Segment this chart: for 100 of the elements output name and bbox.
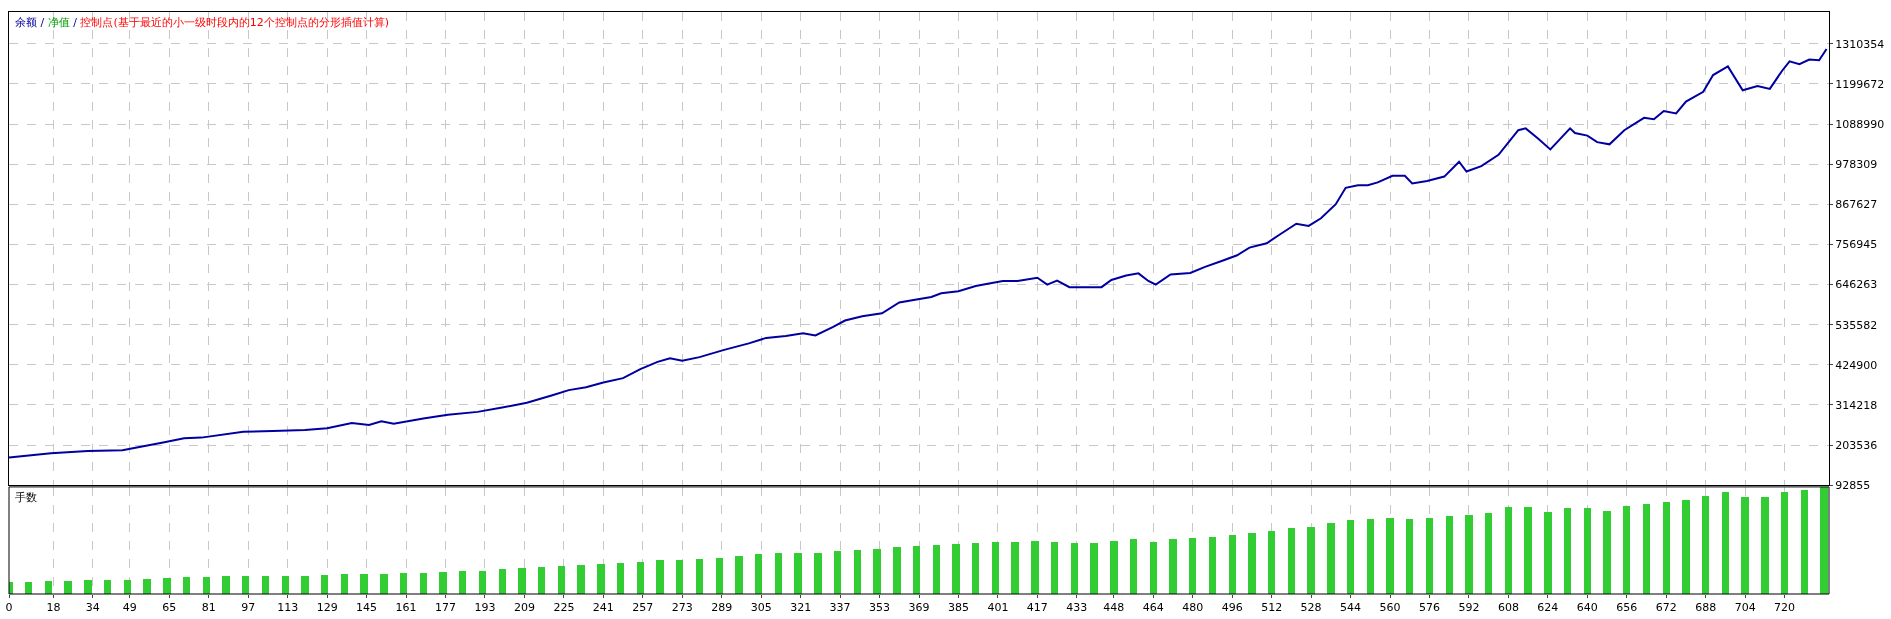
- bar: [143, 578, 151, 594]
- bar: [1544, 511, 1552, 594]
- bar: [1307, 526, 1315, 594]
- bar: [716, 557, 723, 594]
- bar: [1386, 517, 1394, 594]
- bar: [1090, 542, 1098, 594]
- bar: [242, 575, 249, 594]
- bar: [1268, 530, 1275, 594]
- y-tick-label: 646263: [1835, 278, 1878, 292]
- x-tick-label: 560: [1379, 601, 1401, 615]
- bar: [814, 552, 822, 594]
- x-tick-label: 193: [474, 601, 496, 615]
- bar: [755, 553, 762, 594]
- bar: [321, 574, 328, 594]
- bar: [1071, 542, 1078, 594]
- bar: [222, 575, 230, 594]
- text: 余额: [15, 16, 37, 29]
- bar: [676, 559, 683, 594]
- bar: [1169, 538, 1177, 594]
- y-tick-label: 1199672: [1835, 77, 1885, 91]
- bar: [1367, 518, 1374, 594]
- x-tick-label: 720: [1774, 601, 1796, 615]
- x-tick-label: 305: [750, 601, 772, 615]
- bar: [1327, 522, 1335, 594]
- bar: [84, 579, 92, 594]
- bar: [1051, 541, 1058, 594]
- y-tick-label: 1310354: [1835, 37, 1885, 51]
- bar: [1741, 496, 1749, 594]
- y-tick-label: 978309: [1835, 158, 1878, 171]
- bar: [913, 545, 920, 594]
- bar: [1347, 519, 1354, 594]
- x-tick-label: 273: [671, 601, 693, 615]
- bar: [558, 565, 565, 594]
- bar: [873, 548, 881, 594]
- bar: [597, 563, 605, 594]
- bar: [380, 573, 388, 594]
- bar: [439, 571, 447, 594]
- x-tick-label: 576: [1418, 601, 1440, 615]
- x-tick-label: 672: [1655, 601, 1677, 615]
- x-tick-label: 225: [553, 601, 575, 615]
- x-tick-label: 129: [316, 601, 338, 615]
- bar: [1406, 518, 1413, 594]
- bar: [1524, 506, 1532, 594]
- bar: [1446, 515, 1453, 594]
- y-tick-label: 203536: [1835, 438, 1878, 452]
- bar: [617, 562, 624, 594]
- x-tick-label: 528: [1300, 601, 1322, 615]
- bar: [25, 581, 32, 594]
- x-tick-label: 496: [1221, 601, 1243, 615]
- bar: [1722, 491, 1729, 594]
- bar: [1761, 496, 1769, 594]
- bar: [124, 579, 131, 594]
- bar: [1623, 505, 1630, 594]
- bar: [518, 567, 526, 594]
- y-tick-label: 535582: [1835, 318, 1878, 332]
- bar: [499, 568, 506, 594]
- bar: [262, 575, 269, 594]
- y-tick-label: 1088990: [1835, 117, 1885, 131]
- bar: [1781, 491, 1788, 594]
- bar: [696, 558, 703, 594]
- bar: [1189, 537, 1196, 594]
- bar: [64, 580, 72, 594]
- bar: [637, 561, 644, 594]
- x-tick-label: 209: [513, 601, 535, 615]
- bar: [1150, 541, 1157, 594]
- x-tick-label: 65: [162, 601, 177, 615]
- x-tick-label: 257: [632, 601, 654, 615]
- x-tick-label: 113: [277, 601, 299, 615]
- bar: [1130, 538, 1137, 594]
- bar: [104, 579, 111, 594]
- bar: [1288, 527, 1295, 594]
- bar: [203, 576, 210, 594]
- bar: [1229, 534, 1236, 594]
- bar: [459, 570, 466, 594]
- x-tick-label: 544: [1340, 601, 1362, 615]
- bar: [834, 550, 841, 594]
- bar: [1643, 503, 1650, 594]
- bar: [1584, 507, 1591, 594]
- y-tick-label: 424900: [1835, 358, 1878, 372]
- bar: [992, 541, 999, 594]
- bar: [893, 546, 901, 594]
- x-tick-label: 640: [1576, 601, 1598, 615]
- legend-label: 控制点(基于最近的小一级时段内的12个控制点的分形插值计算): [80, 16, 390, 29]
- bar: [183, 576, 190, 594]
- x-tick-label: 624: [1537, 601, 1559, 615]
- bar: [854, 549, 861, 594]
- bar: [400, 572, 407, 594]
- x-tick-label: 97: [241, 601, 256, 615]
- bar: [420, 572, 427, 594]
- bar: [360, 573, 368, 594]
- bar: [1485, 512, 1492, 594]
- bar: [1031, 540, 1039, 594]
- y-tick-label: 92855: [1835, 479, 1871, 493]
- bar: [479, 570, 486, 594]
- x-tick-label: 656: [1616, 601, 1638, 615]
- bar: [1505, 506, 1512, 594]
- bar: [1110, 540, 1118, 594]
- x-tick-label: 417: [1026, 601, 1048, 615]
- x-tick-label: 688: [1695, 601, 1717, 615]
- bar: [775, 552, 782, 594]
